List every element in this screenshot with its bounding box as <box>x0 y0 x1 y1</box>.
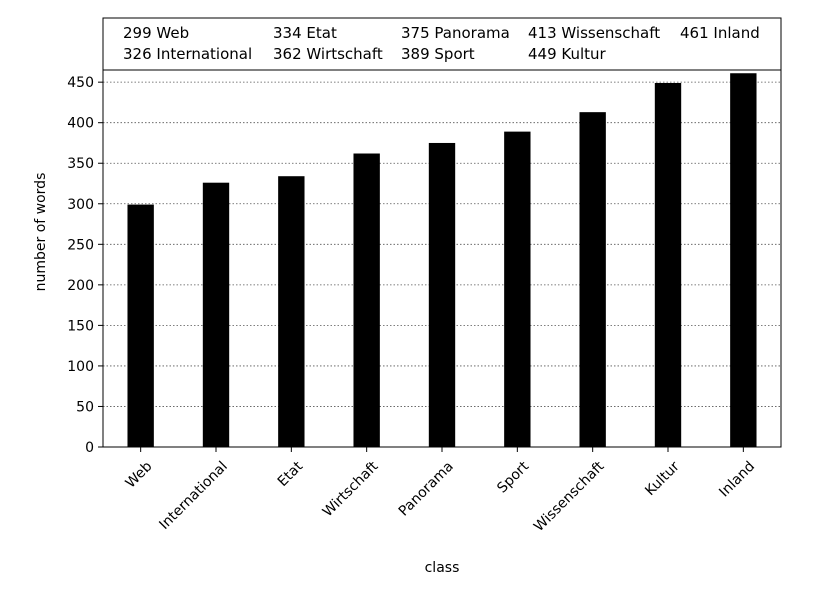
y-tick-label: 150 <box>67 318 94 334</box>
y-tick-label: 450 <box>67 75 94 91</box>
bar <box>278 176 305 447</box>
bar <box>127 204 154 447</box>
y-axis-ticks: 0 50 100 150 200 250 300 350 400 450 <box>67 75 103 456</box>
bar <box>428 142 456 447</box>
bar <box>504 131 531 448</box>
y-tick-label: 100 <box>67 359 94 375</box>
x-axis-label: class <box>425 560 460 576</box>
legend-entry: 326 International <box>123 45 252 63</box>
legend: 299 Web 334 Etat 375 Panorama 413 Wissensch… <box>102 17 782 71</box>
y-tick-label: 400 <box>67 116 94 132</box>
bar <box>579 112 606 447</box>
legend-entry: 375 Panorama <box>401 24 510 42</box>
bar <box>353 153 380 448</box>
bar <box>202 182 230 447</box>
legend-entry: 299 Web <box>123 24 189 42</box>
y-axis-label: number of words <box>33 173 49 292</box>
legend-entry: 334 Etat <box>273 24 337 42</box>
y-tick-label: 250 <box>67 237 94 253</box>
bars <box>127 73 757 448</box>
y-tick-label: 0 <box>85 440 94 456</box>
y-tick-label: 350 <box>67 156 94 172</box>
legend-entry: 449 Kultur <box>528 45 607 63</box>
y-tick-label: 200 <box>67 278 94 294</box>
y-tick-label: 50 <box>76 399 94 415</box>
bar <box>730 73 757 447</box>
y-tick-label: 300 <box>67 197 94 213</box>
legend-entry: 413 Wissenschaft <box>528 24 660 42</box>
legend-box <box>102 17 782 71</box>
legend-entry: 461 Inland <box>680 24 760 42</box>
legend-entry: 389 Sport <box>401 45 475 63</box>
legend-entry: 362 Wirtschaft <box>273 45 383 63</box>
bar <box>654 82 682 447</box>
